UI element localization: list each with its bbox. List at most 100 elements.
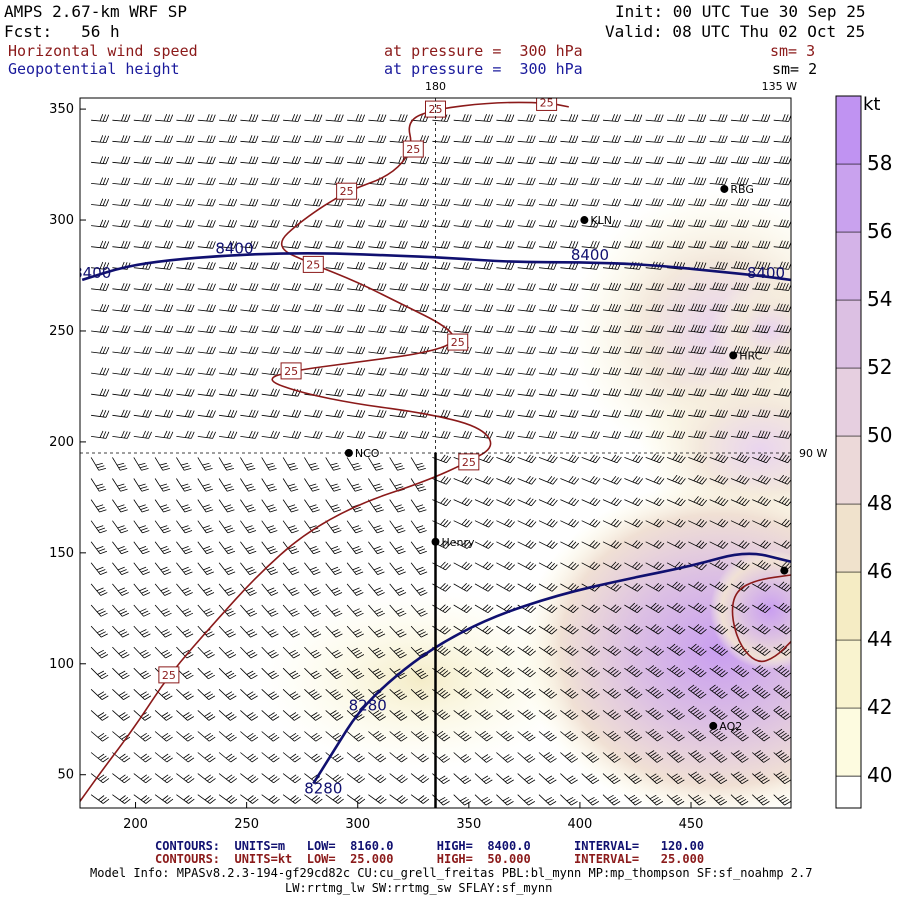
wind-barb <box>453 688 472 699</box>
wind-barb <box>538 540 558 549</box>
wind-barb <box>666 409 686 418</box>
wind-barb <box>282 773 302 784</box>
wind-barb <box>410 499 427 513</box>
wind-barb <box>453 773 472 785</box>
wind-barb <box>389 457 405 471</box>
wind-barb <box>560 561 579 571</box>
wind-barb <box>261 583 279 596</box>
wind-barb <box>538 645 558 656</box>
wind-barb <box>240 261 259 270</box>
wind-barb <box>709 794 728 806</box>
wind-barb <box>411 219 430 228</box>
wind-barb <box>218 731 237 742</box>
wind-barb <box>496 540 515 549</box>
wind-barb <box>496 282 515 291</box>
wind-barb <box>133 773 152 784</box>
wind-barb <box>176 794 195 804</box>
wind-barb <box>91 177 110 186</box>
wind-barb <box>538 794 557 806</box>
wind-barb <box>218 541 236 555</box>
wind-barb <box>496 388 515 397</box>
wind-barb <box>560 219 579 228</box>
wind-barb <box>154 710 173 721</box>
wind-barb <box>688 518 708 528</box>
wind-barb <box>560 325 579 334</box>
y-tick-label: 300 <box>49 213 74 228</box>
station-label: KLN <box>590 214 612 227</box>
wind-barb <box>709 409 728 418</box>
wind-barb <box>389 409 408 418</box>
wind-barb <box>730 387 750 397</box>
wind-barb <box>496 304 515 313</box>
wind-barb <box>240 499 256 513</box>
wind-barb <box>325 346 344 355</box>
wind-barb <box>282 520 299 534</box>
height-contour-label: 8400 <box>571 246 609 264</box>
colorbar-segment <box>835 639 862 709</box>
wind-barb <box>176 667 194 680</box>
wind-barb <box>752 453 772 464</box>
wind-barb <box>688 474 708 485</box>
wind-barb <box>688 684 707 699</box>
wind-barb <box>624 430 643 439</box>
wind-barb <box>155 114 174 122</box>
wind-barb <box>240 520 257 534</box>
wind-barb <box>261 198 280 207</box>
wind-barb <box>346 604 364 617</box>
wind-barb <box>688 240 707 249</box>
wind-barb <box>282 499 299 513</box>
wind-barb <box>282 478 299 492</box>
wind-barb <box>453 604 473 614</box>
wind-barb <box>517 709 536 720</box>
wind-barb <box>624 518 644 528</box>
wind-barb <box>730 114 749 122</box>
wind-barb <box>218 689 237 700</box>
wind-barb <box>368 325 387 334</box>
wind-barb <box>773 771 791 785</box>
wind-barb <box>645 388 664 397</box>
wind-barb <box>240 219 259 228</box>
wind-barb <box>581 730 600 742</box>
wind-barb <box>688 794 706 806</box>
wind-barb <box>560 156 579 165</box>
wind-barb <box>154 520 171 534</box>
wind-barb <box>133 794 152 804</box>
wind-barb <box>624 540 643 549</box>
wind-barb <box>112 562 129 575</box>
wind-barb <box>666 707 685 720</box>
wind-barb <box>176 240 195 249</box>
wind-barb <box>645 686 664 699</box>
wind-barb <box>453 198 472 207</box>
valid-time: Valid: 08 UTC Thu 02 Oct 25 <box>605 22 866 41</box>
wind-barb <box>645 345 664 355</box>
wind-barb <box>752 345 771 355</box>
wind-barb <box>347 135 365 143</box>
wind-barb <box>325 114 344 122</box>
wind-barb <box>688 728 707 742</box>
wind-barb <box>90 478 107 492</box>
wind-barb <box>773 261 791 270</box>
wind-barb <box>389 114 408 122</box>
wind-barb <box>624 561 643 571</box>
wind-barb <box>368 219 387 228</box>
wind-barb <box>346 689 365 700</box>
wind-barb <box>624 135 643 143</box>
wind-barb <box>602 409 622 418</box>
wind-barb <box>154 794 174 804</box>
wind-barb <box>325 520 342 534</box>
wind-barb <box>752 705 771 720</box>
wind-barb <box>432 240 451 249</box>
wind-barb <box>325 562 342 575</box>
wind-barb <box>496 688 515 699</box>
wind-barb <box>91 240 110 249</box>
wind-barb <box>709 198 728 207</box>
wind-barb <box>112 198 131 207</box>
wind-barb <box>368 562 385 575</box>
wind-barb <box>389 430 408 439</box>
wind-barb <box>474 219 494 228</box>
wind-contour-label: 25 <box>451 336 465 349</box>
wind-barb <box>624 752 643 763</box>
wind-barb <box>709 135 728 143</box>
wind-barb <box>645 240 664 249</box>
colorbar-segment-below-40 <box>835 775 862 809</box>
